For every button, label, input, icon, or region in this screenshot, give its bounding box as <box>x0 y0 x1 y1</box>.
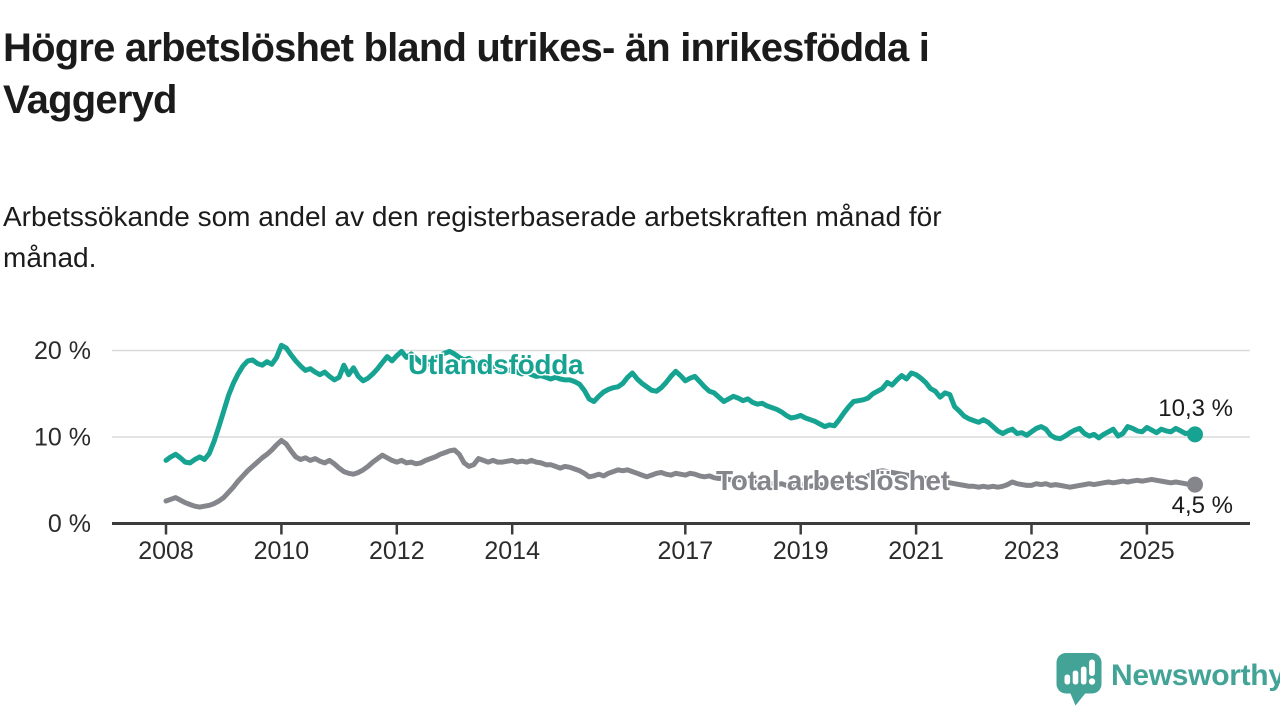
y-tick-label: 10 % <box>34 424 91 452</box>
x-tick-label: 2023 <box>1004 537 1060 565</box>
series-label-total: Total arbetslöshet <box>716 465 950 496</box>
y-tick-label: 20 % <box>34 337 91 365</box>
x-tick-label: 2025 <box>1119 537 1175 565</box>
line-chart: 2008 2010 2012 2014 2017 2019 2021 2023 2025 0 % 1… <box>34 337 1250 565</box>
newsworthy-logo-text: Newsworthy <box>1111 659 1280 692</box>
series-line-total <box>163 438 1198 510</box>
chart-subtitle: Arbetssökande som andel av den registerb… <box>3 201 942 273</box>
x-tick-label: 2019 <box>773 537 829 565</box>
end-value-label-utlandsfodda: 10,3 % <box>1158 395 1233 422</box>
series-label-utlandsfodda: Utlandsfödda <box>408 349 584 380</box>
x-tick-label: 2014 <box>484 537 540 565</box>
series-line-utlandsfodda <box>163 342 1198 466</box>
chart-title: Högre arbetslöshet bland utrikes- än inr… <box>3 26 930 122</box>
x-tick-label: 2008 <box>138 537 194 565</box>
end-value-label-total: 4,5 % <box>1172 492 1233 519</box>
x-tick-label: 2012 <box>369 537 425 565</box>
series-end-dot-total <box>1186 476 1203 493</box>
x-tick-label: 2010 <box>254 537 310 565</box>
y-tick-label: 0 % <box>48 510 91 538</box>
newsworthy-logo[interactable]: Newsworthy <box>1056 652 1280 708</box>
series-end-dot-utlandsfodda <box>1186 426 1203 443</box>
x-tick-label: 2021 <box>888 537 944 565</box>
x-tick-label: 2017 <box>657 537 713 565</box>
newsworthy-speech-bubble-chart-icon <box>1056 653 1102 706</box>
